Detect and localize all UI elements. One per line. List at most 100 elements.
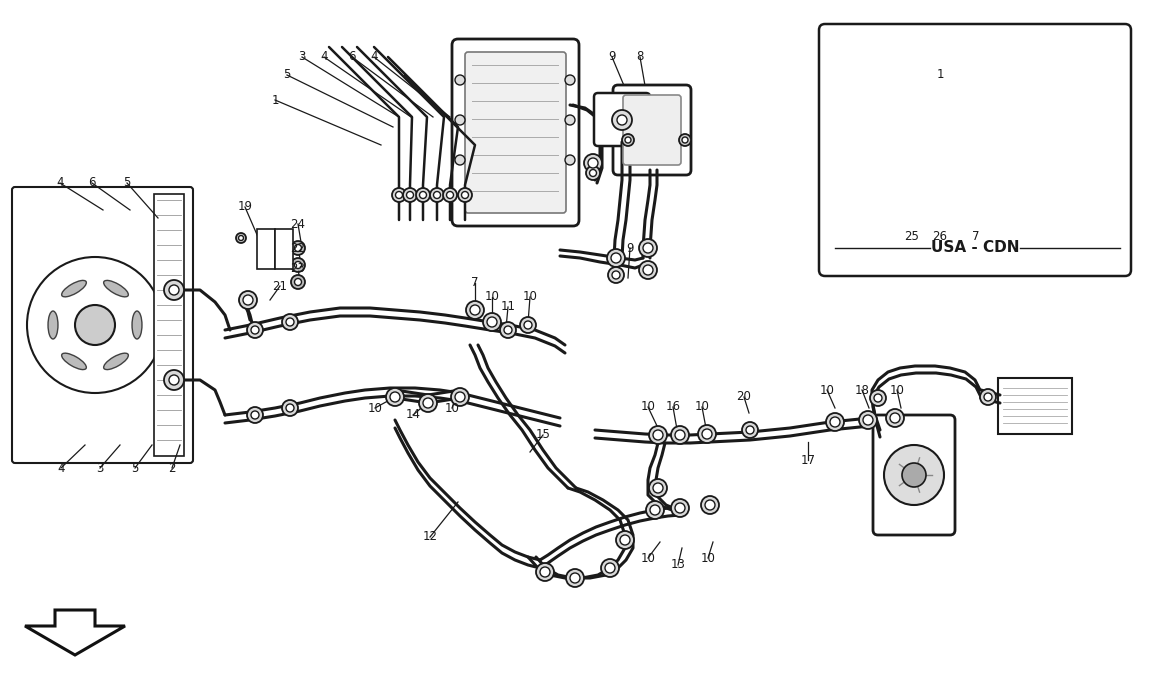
Text: 6: 6 <box>89 176 95 189</box>
Circle shape <box>588 158 598 168</box>
Circle shape <box>698 425 716 443</box>
Circle shape <box>902 463 926 487</box>
Text: 8: 8 <box>636 51 644 64</box>
Text: 10: 10 <box>641 551 656 565</box>
Circle shape <box>294 262 301 268</box>
Circle shape <box>75 305 115 345</box>
Circle shape <box>26 257 163 393</box>
Circle shape <box>702 496 719 514</box>
Circle shape <box>980 389 996 405</box>
FancyBboxPatch shape <box>819 24 1130 276</box>
Text: 10: 10 <box>695 400 710 413</box>
Circle shape <box>536 563 554 581</box>
Text: 13: 13 <box>670 559 685 572</box>
Text: USA - CDN: USA - CDN <box>930 240 1019 255</box>
Ellipse shape <box>104 281 129 297</box>
Circle shape <box>286 318 294 326</box>
Circle shape <box>236 233 246 243</box>
Circle shape <box>639 261 657 279</box>
Circle shape <box>742 422 758 438</box>
FancyBboxPatch shape <box>275 229 293 269</box>
Text: 5: 5 <box>123 176 131 189</box>
Circle shape <box>624 137 631 143</box>
Circle shape <box>611 253 621 263</box>
Circle shape <box>486 317 497 327</box>
Circle shape <box>455 392 465 402</box>
Ellipse shape <box>104 353 129 370</box>
Circle shape <box>649 426 667 444</box>
Text: 1: 1 <box>271 94 278 107</box>
FancyBboxPatch shape <box>465 52 566 213</box>
Text: 5: 5 <box>131 462 139 475</box>
Circle shape <box>282 400 298 416</box>
Circle shape <box>678 134 691 146</box>
Circle shape <box>461 191 468 199</box>
Ellipse shape <box>62 353 86 370</box>
Text: 26: 26 <box>933 230 948 244</box>
Circle shape <box>620 535 630 545</box>
Circle shape <box>670 426 689 444</box>
Circle shape <box>470 305 480 315</box>
Circle shape <box>434 191 440 199</box>
Circle shape <box>419 394 437 412</box>
Circle shape <box>565 115 575 125</box>
Circle shape <box>169 375 179 385</box>
Circle shape <box>590 169 597 176</box>
Circle shape <box>639 239 657 257</box>
Ellipse shape <box>48 311 58 339</box>
FancyBboxPatch shape <box>873 415 954 535</box>
Circle shape <box>396 191 402 199</box>
Circle shape <box>608 267 624 283</box>
Circle shape <box>169 285 179 295</box>
Circle shape <box>616 531 634 549</box>
Ellipse shape <box>62 281 86 297</box>
Text: 10: 10 <box>641 400 656 413</box>
Text: 7: 7 <box>472 277 478 290</box>
Circle shape <box>458 188 472 202</box>
Text: 23: 23 <box>291 262 306 275</box>
Circle shape <box>443 188 457 202</box>
Circle shape <box>282 314 298 330</box>
Circle shape <box>886 409 904 427</box>
Circle shape <box>483 313 501 331</box>
Text: 22: 22 <box>291 242 306 255</box>
Circle shape <box>455 115 465 125</box>
Circle shape <box>455 75 465 85</box>
Circle shape <box>934 161 941 169</box>
Circle shape <box>291 275 305 289</box>
Text: 10: 10 <box>820 383 835 397</box>
Circle shape <box>675 430 685 440</box>
Circle shape <box>884 184 900 200</box>
Circle shape <box>859 411 877 429</box>
Circle shape <box>566 569 584 587</box>
Polygon shape <box>25 610 125 655</box>
Circle shape <box>430 188 444 202</box>
Text: 24: 24 <box>291 217 306 230</box>
Circle shape <box>524 321 532 329</box>
Circle shape <box>922 192 928 198</box>
Circle shape <box>746 426 754 434</box>
Circle shape <box>243 295 253 305</box>
Text: 11: 11 <box>500 301 515 313</box>
FancyBboxPatch shape <box>998 378 1072 434</box>
Circle shape <box>643 265 653 275</box>
Circle shape <box>905 185 919 199</box>
Text: 4: 4 <box>370 51 377 64</box>
Circle shape <box>984 393 992 401</box>
Ellipse shape <box>132 311 141 339</box>
Circle shape <box>646 501 664 519</box>
Circle shape <box>390 392 400 402</box>
Circle shape <box>601 559 619 577</box>
FancyBboxPatch shape <box>256 229 275 269</box>
Circle shape <box>423 398 434 408</box>
Circle shape <box>653 430 664 440</box>
Circle shape <box>455 155 465 165</box>
Circle shape <box>420 191 427 199</box>
Circle shape <box>565 75 575 85</box>
Circle shape <box>446 191 453 199</box>
Circle shape <box>930 158 944 172</box>
Circle shape <box>247 407 263 423</box>
Circle shape <box>622 134 634 146</box>
Text: 20: 20 <box>736 391 751 404</box>
Text: 4: 4 <box>320 51 328 64</box>
